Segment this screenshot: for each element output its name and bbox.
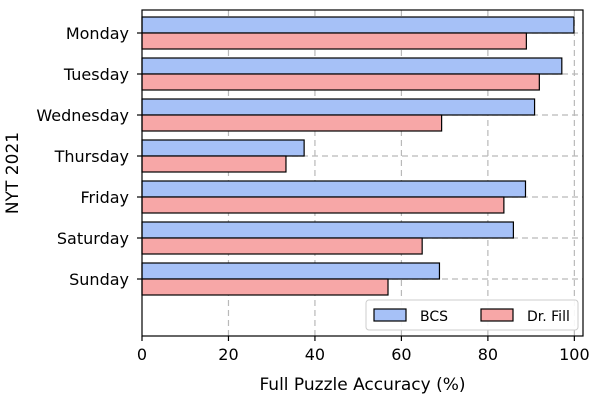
- bar-bcs-thursday: [141, 139, 305, 157]
- bar-dr-fill-saturday: [141, 237, 423, 255]
- y-tick-label: Sunday: [69, 270, 129, 289]
- y-tick-label: Thursday: [54, 147, 129, 166]
- x-tick-label: 0: [137, 345, 147, 364]
- bar-dr-fill-wednesday: [141, 114, 443, 132]
- y-axis-label: NYT 2021: [3, 132, 23, 214]
- legend-swatch: [373, 308, 407, 322]
- x-tick-label: 20: [218, 345, 238, 364]
- x-tick-label: 100: [559, 345, 590, 364]
- y-tick-label: Tuesday: [63, 65, 129, 84]
- x-tick-label: 40: [305, 345, 325, 364]
- legend-swatch: [480, 308, 514, 322]
- bar-dr-fill-friday: [141, 196, 505, 214]
- bar-dr-fill-sunday: [141, 278, 389, 296]
- bar-dr-fill-monday: [141, 32, 527, 50]
- bar-dr-fill-tuesday: [141, 73, 540, 91]
- bar-bcs-monday: [141, 16, 575, 34]
- bar-bcs-tuesday: [141, 57, 563, 75]
- legend-label: Dr. Fill: [527, 309, 570, 325]
- y-tick-label: Friday: [81, 188, 130, 207]
- bar-bcs-saturday: [141, 221, 514, 239]
- y-axis-ticks: Monday Tuesday Wednesday Thursday Friday Satu…: [36, 24, 142, 289]
- bar-bcs-friday: [141, 180, 527, 198]
- legend-label: BCS: [420, 309, 448, 325]
- x-tick-label: 60: [391, 345, 411, 364]
- x-tick-label: 80: [478, 345, 498, 364]
- bar-dr-fill-thursday: [141, 155, 287, 173]
- x-axis-label: Full Puzzle Accuracy (%): [259, 375, 465, 395]
- legend-box: [365, 299, 579, 331]
- y-tick-label: Wednesday: [36, 106, 129, 125]
- bars: [141, 16, 575, 296]
- legend: BCS Dr. Fill: [365, 299, 579, 331]
- x-axis-ticks: 0 20 40 60 80 100: [137, 336, 590, 364]
- plot-frame: [141, 9, 584, 337]
- y-tick-label: Saturday: [57, 229, 129, 248]
- y-tick-label: Monday: [66, 24, 129, 43]
- bar-bcs-sunday: [141, 262, 441, 280]
- bar-bcs-wednesday: [141, 98, 536, 116]
